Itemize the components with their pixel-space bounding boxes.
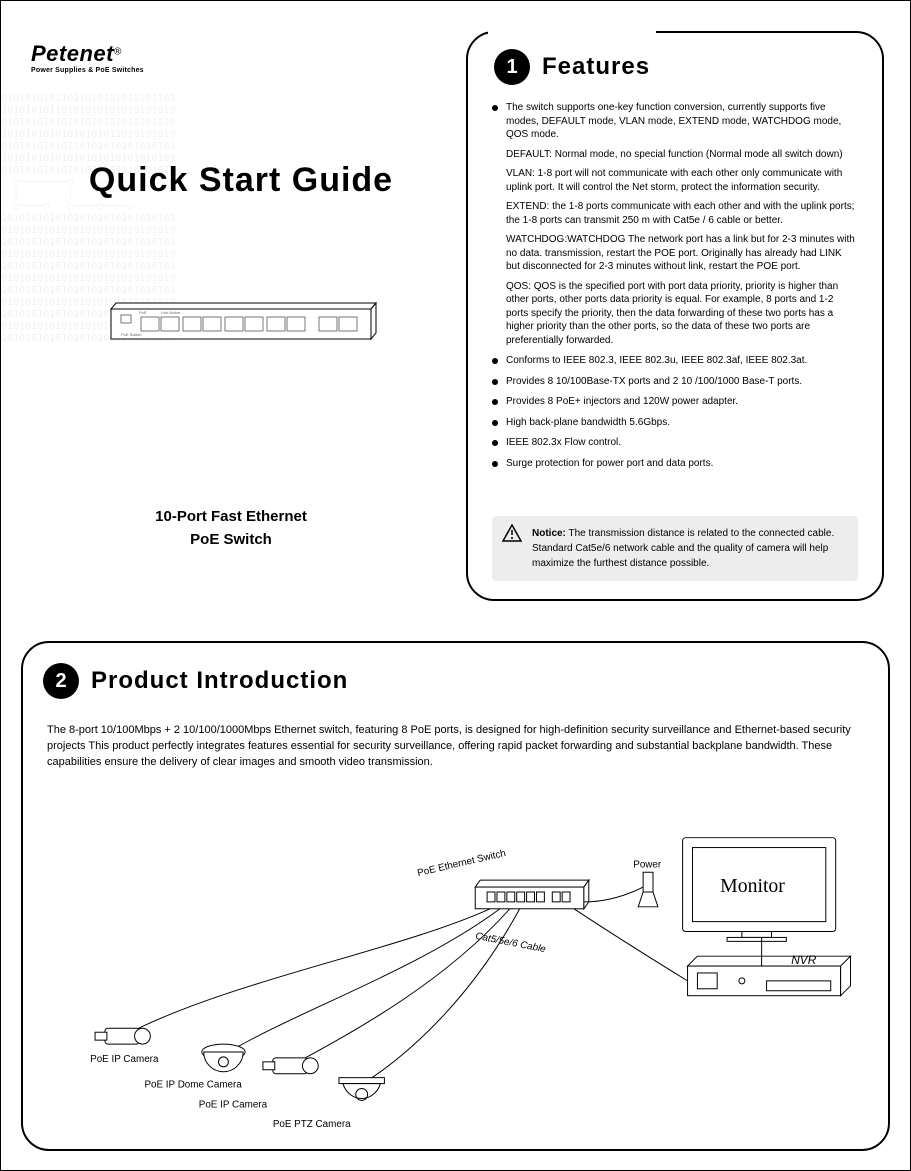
section2-number-badge: 2 bbox=[43, 663, 79, 699]
notice-box: Notice: The transmission distance is rel… bbox=[492, 516, 858, 581]
mode-extend: EXTEND: the 1-8 ports communicate with e… bbox=[506, 200, 858, 227]
label-cam4: PoE PTZ Camera bbox=[273, 1119, 351, 1129]
feature-text: Surge protection for power port and data… bbox=[506, 457, 858, 471]
bullet-icon bbox=[492, 358, 498, 364]
label-switch: PoE Ethernet Switch bbox=[416, 848, 507, 879]
camera-ptz-icon bbox=[339, 1078, 384, 1101]
feature-text: Provides 8 PoE+ injectors and 120W power… bbox=[506, 395, 858, 409]
section2-text: The 8-port 10/100Mbps + 2 10/100/1000Mbp… bbox=[47, 723, 864, 771]
feature-item: IEEE 802.3x Flow control. bbox=[492, 436, 858, 450]
brand-name: Petenet bbox=[31, 41, 114, 66]
notice-label: Notice: bbox=[532, 528, 566, 539]
label-cam3: PoE IP Camera bbox=[199, 1099, 268, 1110]
nvr-icon bbox=[688, 956, 851, 996]
camera-bullet-icon bbox=[263, 1058, 318, 1074]
feature-item: Surge protection for power port and data… bbox=[492, 457, 858, 471]
page-title: Quick Start Guide bbox=[21, 161, 461, 200]
camera-dome-icon bbox=[202, 1044, 245, 1072]
subtitle-line2: PoE Switch bbox=[31, 529, 431, 552]
brand-tagline: Power Supplies & PoE Switches bbox=[31, 67, 144, 74]
feature-item: High back-plane bandwidth 5.6Gbps. bbox=[492, 416, 858, 430]
warning-icon bbox=[502, 524, 522, 542]
feature-text: High back-plane bandwidth 5.6Gbps. bbox=[506, 416, 858, 430]
bullet-icon bbox=[492, 399, 498, 405]
label-cam2: PoE IP Dome Camera bbox=[144, 1080, 242, 1091]
bullet-icon bbox=[492, 461, 498, 467]
mode-vlan: VLAN: 1-8 port will not communicate with… bbox=[506, 167, 858, 194]
bullet-icon bbox=[492, 440, 498, 446]
section2-title: Product Introduction bbox=[91, 667, 348, 695]
registered-symbol: ® bbox=[114, 47, 121, 58]
bullet-icon bbox=[492, 379, 498, 385]
feature-item: Provides 8 PoE+ injectors and 120W power… bbox=[492, 395, 858, 409]
section1-body: The switch supports one-key function con… bbox=[492, 101, 858, 579]
diagram-switch bbox=[475, 880, 589, 909]
svg-text:Link Active: Link Active bbox=[161, 310, 181, 315]
switch-illustration: PoE Link Active PoE Switch bbox=[101, 281, 381, 361]
feature-text: The switch supports one-key function con… bbox=[506, 101, 858, 347]
label-cam1: PoE IP Camera bbox=[90, 1054, 159, 1065]
topology-diagram: PoE Ethernet Switch Power Monitor bbox=[47, 813, 864, 1129]
feature-text: IEEE 802.3x Flow control. bbox=[506, 436, 858, 450]
page: 01010101011011010101010101101 1010101011… bbox=[1, 1, 910, 1170]
mode-qos: QOS: QOS is the specified port with port… bbox=[506, 280, 858, 348]
label-monitor: Monitor bbox=[720, 875, 785, 897]
svg-text:PoE Switch: PoE Switch bbox=[121, 332, 141, 337]
section1-header: 1 Features bbox=[488, 31, 656, 67]
section1-title: Features bbox=[542, 53, 650, 81]
section-features: 1 Features The switch supports one-key f… bbox=[466, 31, 884, 601]
bullet-icon bbox=[492, 105, 498, 111]
svg-text:PoE: PoE bbox=[139, 310, 147, 315]
section-product-intro: 2 Product Introduction The 8-port 10/100… bbox=[21, 641, 890, 1151]
section1-number-badge: 1 bbox=[494, 49, 530, 85]
bullet-icon bbox=[492, 420, 498, 426]
mode-default: DEFAULT: Normal mode, no special functio… bbox=[506, 148, 858, 162]
section2-header: 2 Product Introduction bbox=[43, 663, 348, 699]
power-adapter-icon bbox=[638, 872, 658, 907]
subtitle-line1: 10-Port Fast Ethernet bbox=[31, 506, 431, 529]
camera-bullet-icon bbox=[95, 1028, 150, 1044]
feature-item: Provides 8 10/100Base-TX ports and 2 10 … bbox=[492, 375, 858, 389]
notice-text: The transmission distance is related to … bbox=[532, 528, 834, 569]
label-power: Power bbox=[633, 859, 662, 870]
feature-item: Conforms to IEEE 802.3, IEEE 802.3u, IEE… bbox=[492, 354, 858, 368]
feature-text: Provides 8 10/100Base-TX ports and 2 10 … bbox=[506, 375, 858, 389]
brand-block: Petenet® Power Supplies & PoE Switches bbox=[31, 41, 144, 74]
product-subtitle: 10-Port Fast Ethernet PoE Switch bbox=[31, 506, 431, 551]
feature-text: Conforms to IEEE 802.3, IEEE 802.3u, IEE… bbox=[506, 354, 858, 368]
feature-item: The switch supports one-key function con… bbox=[492, 101, 858, 347]
label-nvr: NVR bbox=[791, 953, 816, 967]
feature-intro: The switch supports one-key function con… bbox=[506, 102, 841, 140]
mode-watchdog: WATCHDOG:WATCHDOG The network port has a… bbox=[506, 233, 858, 274]
